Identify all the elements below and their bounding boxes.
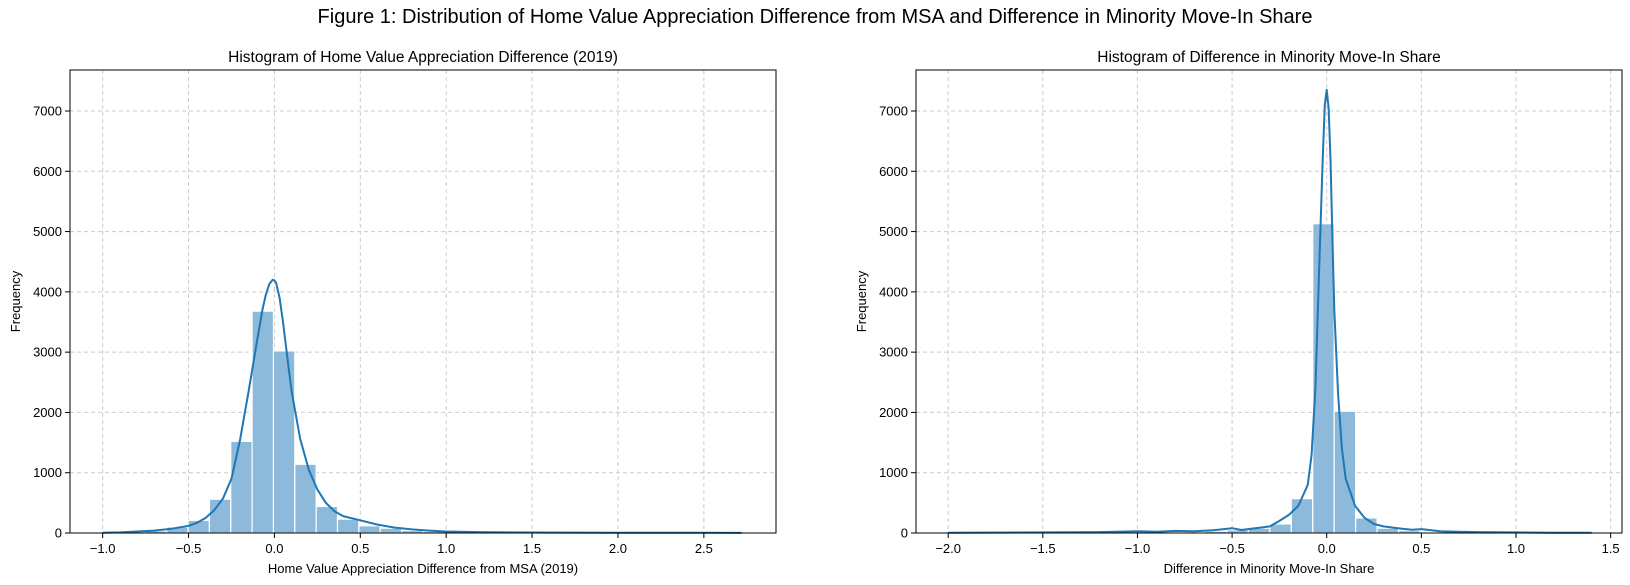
x-tick-label: −0.5 <box>176 541 202 556</box>
y-tick-label: 7000 <box>879 103 908 118</box>
x-tick-label: 1.5 <box>523 541 541 556</box>
histogram-bar <box>208 498 232 534</box>
x-axis-label: Home Value Appreciation Difference from … <box>268 561 578 576</box>
y-tick-label: 4000 <box>879 284 908 299</box>
chart-title: Histogram of Home Value Appreciation Dif… <box>228 49 618 66</box>
y-tick-label: 2000 <box>879 405 908 420</box>
x-tick-label: −0.5 <box>1219 541 1245 556</box>
histogram-bar <box>358 525 381 534</box>
y-tick-label: 1000 <box>879 465 908 480</box>
x-tick-label: 1.5 <box>1602 541 1620 556</box>
axes-frame <box>69 69 777 534</box>
x-tick-label: 0.5 <box>1412 541 1430 556</box>
y-tick-label: 4000 <box>33 284 62 299</box>
kde-line <box>948 88 1592 534</box>
y-tick-label: 3000 <box>879 345 908 360</box>
left-histogram-panel: −1.0 −0.5 0.0 0.5 1.0 1.5 2.0 2.5 0 1000 2000 3000 4… <box>8 49 777 576</box>
chart-title: Histogram of Difference in Minority Move… <box>1097 49 1440 66</box>
x-tick-label: 2.5 <box>695 541 713 556</box>
y-tick-label: 1000 <box>33 465 62 480</box>
x-tick-label: −1.0 <box>1125 541 1151 556</box>
y-tick-label: 6000 <box>879 164 908 179</box>
x-tick-label: 1.0 <box>437 541 455 556</box>
x-tick-label: 0.0 <box>1318 541 1336 556</box>
histogram-bar <box>272 350 296 534</box>
histogram-bar <box>1290 498 1314 534</box>
x-tick-label: −2.0 <box>935 541 961 556</box>
kde-line <box>102 278 742 534</box>
y-axis-label: Frequency <box>8 270 23 332</box>
histogram-bar <box>294 463 317 534</box>
x-tick-label: −1.5 <box>1030 541 1056 556</box>
x-axis-label: Difference in Minority Move-In Share <box>1164 561 1375 576</box>
x-tick-label: 0.0 <box>265 541 283 556</box>
x-tick-label: 2.0 <box>609 541 627 556</box>
x-tick-label: −1.0 <box>90 541 116 556</box>
y-tick-label: 2000 <box>33 405 62 420</box>
figure-title: Figure 1: Distribution of Home Value App… <box>317 6 1313 28</box>
histogram-bar <box>230 440 253 534</box>
y-tick-label: 7000 <box>33 103 62 118</box>
histogram-bar <box>336 518 360 534</box>
y-tick-label: 0 <box>55 526 62 541</box>
y-tick-label: 6000 <box>33 164 62 179</box>
y-axis-label: Frequency <box>854 270 869 332</box>
y-tick-label: 5000 <box>33 224 62 239</box>
histogram-bar <box>251 310 275 534</box>
x-tick-label: 1.0 <box>1507 541 1525 556</box>
y-tick-label: 3000 <box>33 345 62 360</box>
axes-frame <box>915 69 1623 534</box>
right-histogram-panel: −2.0 −1.5 −1.0 −0.5 0.0 0.5 1.0 1.5 0 1000 2000 300… <box>854 49 1623 576</box>
x-tick-label: 0.5 <box>351 541 369 556</box>
y-tick-label: 5000 <box>879 224 908 239</box>
y-tick-label: 0 <box>901 526 908 541</box>
